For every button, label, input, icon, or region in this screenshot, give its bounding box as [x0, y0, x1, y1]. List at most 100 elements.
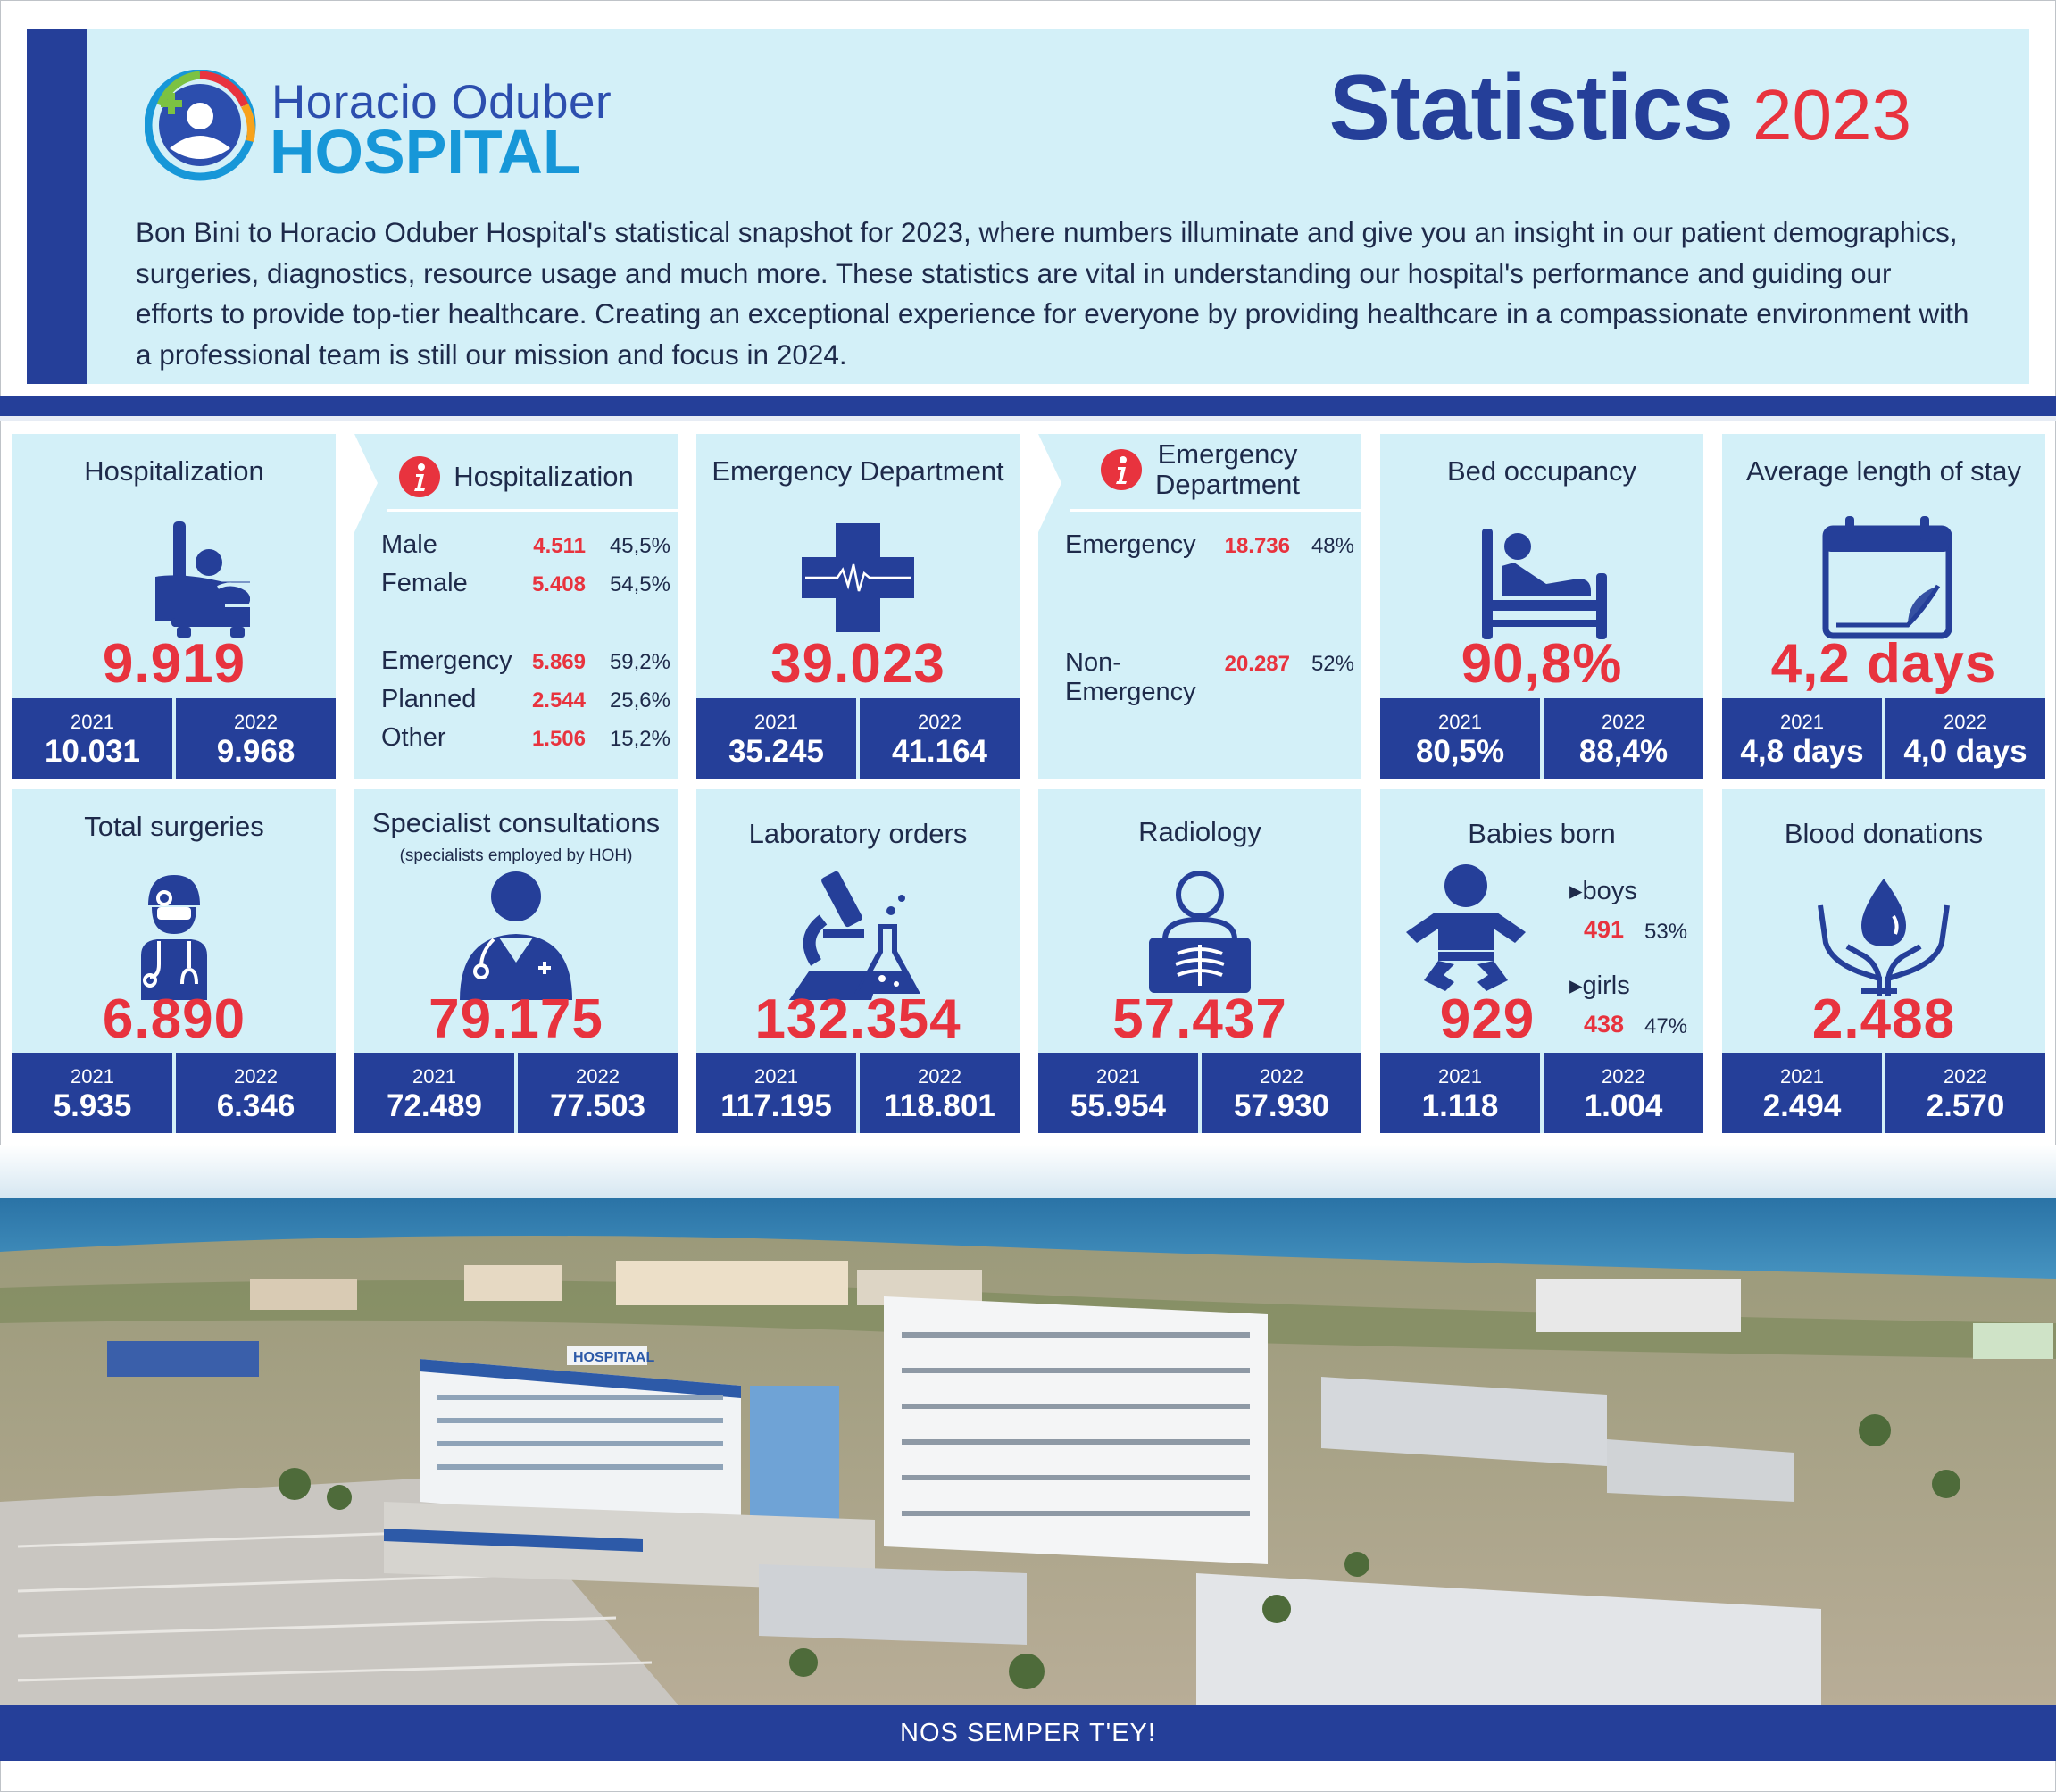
card-notch [354, 434, 378, 532]
card-surgeries: Total surgeries 6.890 2021 5.935 2022 6.34… [12, 789, 336, 1133]
year-value: 55.954 [1070, 1088, 1167, 1123]
row-label: Non- Emergency [1065, 648, 1196, 707]
year-label: 2021 [1780, 1065, 1824, 1088]
year-value: 57.930 [1233, 1088, 1330, 1123]
patient-bed-icon [1482, 529, 1607, 639]
breakdown-row-other: Other 1.506 15,2% [381, 723, 670, 759]
card-emergency-breakdown: Emergency Department Emergency 18.736 48% … [1038, 434, 1361, 779]
year-comparison: 2021 80,5% 2022 88,4% [1380, 698, 1703, 779]
year-2022: 2022 9.968 [172, 698, 336, 779]
card-laboratory: Laboratory orders 132.354 2021 117.195 20… [696, 789, 1020, 1133]
year-value: 10.031 [44, 734, 141, 769]
logo-text-line1: Horacio Oduber [271, 76, 612, 129]
year-value: 88,4% [1578, 734, 1669, 769]
intro-paragraph: Bon Bini to Horacio Oduber Hospital's st… [136, 216, 1969, 371]
row-label: Female [381, 569, 468, 597]
card-title: Blood donations [1784, 818, 1984, 849]
boys-percent: 53% [1644, 920, 1688, 944]
year-value: 80,5% [1415, 734, 1505, 769]
medical-cross-icon [802, 523, 914, 632]
breakdown-title: Emergency Department [1155, 439, 1300, 500]
year-label: 2022 [576, 1065, 620, 1088]
year-value: 6.346 [216, 1088, 295, 1123]
girls-percent: 47% [1644, 1014, 1688, 1038]
row-label-line1: Non- [1065, 648, 1121, 677]
year-label: 2022 [918, 711, 961, 733]
year-label: 2022 [1602, 711, 1645, 733]
page-title: Statistics 2023 [1329, 55, 1911, 162]
year-comparison: 2021 10.031 2022 9.968 [12, 698, 336, 779]
card-title: Average length of stay [1746, 455, 2021, 487]
row-label: Male [381, 530, 437, 559]
row-value: 4.511 [533, 534, 586, 558]
year-label: 2021 [1780, 711, 1824, 733]
row-value: 20.287 [1224, 652, 1290, 676]
breakdown-title: Hospitalization [454, 461, 634, 492]
year-2022: 2022 4,0 days [1882, 698, 2045, 779]
row-value: 18.736 [1224, 534, 1290, 558]
year-comparison: 2021 1.118 2022 1.004 [1380, 1053, 1703, 1133]
card-title: Total surgeries [84, 811, 264, 842]
card-bed-occupancy: Bed occupancy 90,8% 2021 80,5% 2022 88,4% [1380, 434, 1703, 779]
row-percent: 25,6% [609, 688, 670, 713]
year-comparison: 2021 55.954 2022 57.930 [1038, 1053, 1361, 1133]
year-comparison: 2021 72.489 2022 77.503 [354, 1053, 678, 1133]
card-title: Bed occupancy [1447, 455, 1636, 487]
year-label: 2021 [1096, 1065, 1140, 1088]
year-value: 77.503 [549, 1088, 646, 1123]
girls-value: 438 [1584, 1011, 1625, 1038]
blood-drop-hands-icon [1818, 879, 1950, 996]
year-value: 5.935 [53, 1088, 132, 1123]
year-value: 118.801 [884, 1088, 995, 1123]
breakdown-row-planned: Planned 2.544 25,6% [381, 685, 670, 721]
card-blood: Blood donations 2.488 2021 2.494 2022 2.57… [1722, 789, 2045, 1133]
breakdown-header: Emergency Department [1038, 439, 1361, 500]
row-label-line2: Emergency [1065, 678, 1196, 706]
radiology-value: 57.437 [1112, 988, 1287, 1050]
breakdown-row-emergency: Emergency 18.736 48% [1065, 530, 1354, 566]
year-2021: 2021 10.031 [12, 698, 172, 779]
info-icon [1101, 449, 1143, 490]
laboratory-value: 132.354 [754, 988, 961, 1050]
footer-slogan: NOS SEMPER T'EY! [0, 1705, 2056, 1761]
breakdown-title-line2: Department [1155, 469, 1300, 500]
baby-icon [1406, 864, 1526, 991]
title-text: Statistics [1328, 56, 1734, 160]
header-panel [27, 29, 2029, 384]
breakdown-header: Hospitalization [354, 455, 678, 498]
year-value: 117.195 [720, 1088, 832, 1123]
row-value: 2.544 [531, 688, 586, 713]
header-accent-bar [27, 29, 87, 384]
card-subtitle: (specialists employed by HOH) [399, 846, 633, 865]
title-underline [1070, 509, 1361, 512]
year-value: 41.164 [891, 734, 988, 769]
card-emergency: Emergency Department 39.023 2021 35.245 2… [696, 434, 1020, 779]
year-label: 2021 [754, 1065, 798, 1088]
row-percent: 15,2% [609, 727, 670, 751]
year-value: 4,0 days [1903, 734, 2027, 769]
breakdown-row-male: Male 4.511 45,5% [381, 530, 670, 566]
year-2021: 2021 117.195 [696, 1053, 856, 1133]
year-2021: 2021 35.245 [696, 698, 856, 779]
hospital-logo-icon [145, 70, 256, 181]
specialists-value: 79.175 [429, 988, 603, 1050]
microscope-icon [789, 871, 921, 1000]
doctor-icon [460, 871, 572, 1000]
card-title: Hospitalization [84, 455, 264, 487]
year-label: 2021 [412, 1065, 456, 1088]
card-title: Specialist consultations [371, 807, 661, 838]
year-2021: 2021 80,5% [1380, 698, 1540, 779]
year-2022: 2022 77.503 [514, 1053, 678, 1133]
card-title: Babies born [1468, 818, 1616, 849]
card-hospitalization-breakdown: Hospitalization Male 4.511 45,5% Female 5.4… [354, 434, 678, 779]
row-label: Planned [381, 685, 477, 713]
hospitalization-value: 9.919 [102, 633, 246, 695]
year-comparison: 2021 35.245 2022 41.164 [696, 698, 1020, 779]
boys-value: 491 [1584, 916, 1625, 943]
card-title: Laboratory orders [748, 818, 968, 849]
year-label: 2021 [1438, 1065, 1482, 1088]
row-percent: 48% [1311, 534, 1354, 558]
year-2021: 2021 1.118 [1380, 1053, 1540, 1133]
info-icon [399, 456, 441, 497]
year-label: 2022 [1944, 1065, 1987, 1088]
